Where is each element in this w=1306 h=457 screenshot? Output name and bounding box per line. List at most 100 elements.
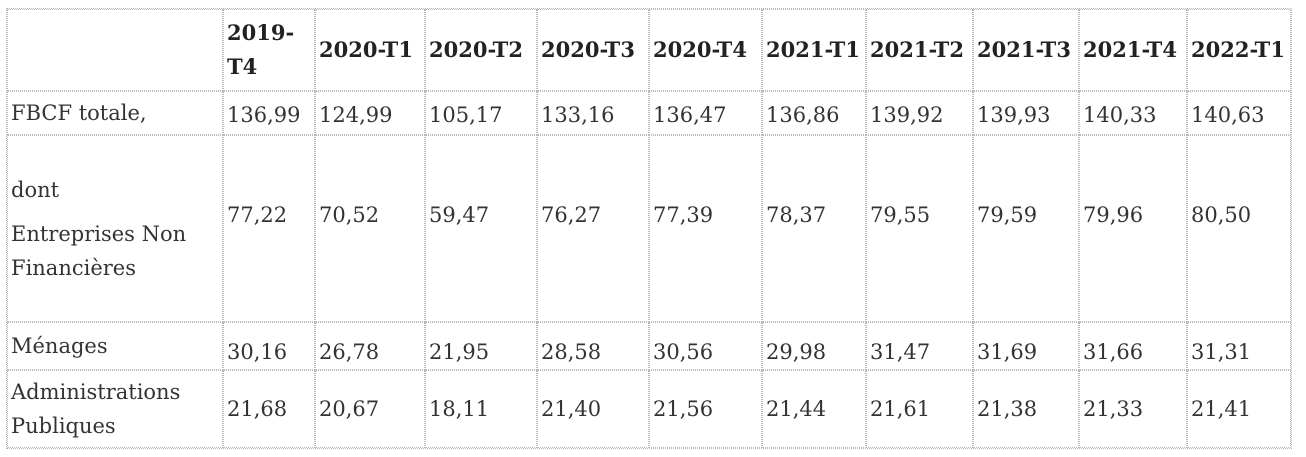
cell-value: 133,16	[541, 103, 615, 127]
row-label-entreprises-non-financieres: dont Entreprises Non Financières	[7, 135, 223, 322]
cell-value: 18,11	[429, 397, 490, 421]
table-cell: 77,39	[649, 135, 762, 322]
table-cell: 70,52	[315, 135, 425, 322]
column-header-2020-t4: 2020-T4	[649, 9, 762, 91]
table-cell: 30,56	[649, 322, 762, 370]
cell-value: 31,31	[1191, 340, 1252, 364]
cell-value: 79,55	[870, 202, 931, 227]
cell-value: 124,99	[319, 103, 393, 127]
table-cell: 59,47	[425, 135, 537, 322]
cell-value: 136,86	[766, 103, 840, 127]
cell-value: 77,22	[227, 202, 288, 227]
cell-value: 21,40	[541, 397, 602, 421]
table-row-administrations-publiques: Administrations Publiques 21,68 20,67 18…	[7, 370, 1291, 448]
table-cell: 105,17	[425, 91, 537, 135]
cell-value: 105,17	[429, 103, 503, 127]
cell-value: 21,61	[870, 397, 931, 421]
cell-value: 140,33	[1083, 103, 1157, 127]
row-label-prefix: dont	[11, 177, 60, 202]
table-cell: 28,58	[537, 322, 649, 370]
table-cell: 21,41	[1187, 370, 1291, 448]
cell-value: 21,56	[653, 397, 714, 421]
cell-value: 29,98	[766, 340, 827, 364]
table-cell: 20,67	[315, 370, 425, 448]
table-cell: 139,92	[866, 91, 973, 135]
table-cell: 77,22	[223, 135, 315, 322]
column-header-2021-t3: 2021-T3	[973, 9, 1079, 91]
cell-value: 140,63	[1191, 103, 1265, 127]
cell-value: 30,56	[653, 340, 714, 364]
table-cell: 76,27	[537, 135, 649, 322]
cell-value: 31,66	[1083, 340, 1144, 364]
column-header-empty	[7, 9, 223, 91]
table-cell: 79,55	[866, 135, 973, 322]
row-label-administrations-publiques: Administrations Publiques	[7, 370, 223, 448]
cell-value: 78,37	[766, 202, 827, 227]
table-cell: 21,38	[973, 370, 1079, 448]
table-cell: 21,61	[866, 370, 973, 448]
column-header-2020-t1: 2020-T1	[315, 9, 425, 91]
table-cell: 21,40	[537, 370, 649, 448]
table-cell: 79,96	[1079, 135, 1187, 322]
column-header-2019-t4: 2019-T4	[223, 9, 315, 91]
table-cell: 139,93	[973, 91, 1079, 135]
table-container: 2019-T4 2020-T1 2020-T2 2020-T3 2020-T4 …	[6, 8, 1292, 449]
cell-value: 26,78	[319, 340, 380, 364]
cell-value: 21,38	[977, 397, 1038, 421]
table-cell: 26,78	[315, 322, 425, 370]
cell-value: 70,52	[319, 202, 380, 227]
cell-value: 59,47	[429, 202, 490, 227]
table-cell: 30,16	[223, 322, 315, 370]
row-label-menages: Ménages	[7, 322, 223, 370]
table-cell: 140,63	[1187, 91, 1291, 135]
table-cell: 124,99	[315, 91, 425, 135]
cell-value: 77,39	[653, 202, 714, 227]
table-cell: 18,11	[425, 370, 537, 448]
cell-value: 79,96	[1083, 202, 1144, 227]
cell-value: 80,50	[1191, 202, 1252, 227]
cell-value: 136,99	[227, 103, 301, 127]
cell-value: 79,59	[977, 202, 1038, 227]
table-cell: 21,95	[425, 322, 537, 370]
table-cell: 80,50	[1187, 135, 1291, 322]
cell-value: 139,93	[977, 103, 1051, 127]
table-row-entreprises-non-financieres: dont Entreprises Non Financières 77,22 7…	[7, 135, 1291, 322]
table-cell: 140,33	[1079, 91, 1187, 135]
table-cell: 31,66	[1079, 322, 1187, 370]
cell-value: 21,41	[1191, 397, 1252, 421]
cell-value: 21,44	[766, 397, 827, 421]
column-header-2021-t2: 2021-T2	[866, 9, 973, 91]
table-cell: 21,44	[762, 370, 866, 448]
table-row-fbcf-totale: FBCF totale, 136,99 124,99 105,17 133,16…	[7, 91, 1291, 135]
fbcf-table: 2019-T4 2020-T1 2020-T2 2020-T3 2020-T4 …	[6, 8, 1292, 449]
table-cell: 79,59	[973, 135, 1079, 322]
cell-value: 21,95	[429, 340, 490, 364]
table-cell: 31,69	[973, 322, 1079, 370]
table-cell: 31,31	[1187, 322, 1291, 370]
table-cell: 21,68	[223, 370, 315, 448]
table-cell: 78,37	[762, 135, 866, 322]
cell-value: 139,92	[870, 103, 944, 127]
table-cell: 133,16	[537, 91, 649, 135]
table-cell: 136,47	[649, 91, 762, 135]
table-cell: 21,56	[649, 370, 762, 448]
table-cell: 31,47	[866, 322, 973, 370]
cell-value: 28,58	[541, 340, 602, 364]
cell-value: 31,47	[870, 340, 931, 364]
table-cell: 21,33	[1079, 370, 1187, 448]
cell-value: 21,68	[227, 397, 288, 421]
column-header-2021-t1: 2021-T1	[762, 9, 866, 91]
cell-value: 30,16	[227, 340, 288, 364]
table-cell: 136,86	[762, 91, 866, 135]
cell-value: 31,69	[977, 340, 1038, 364]
cell-value: 136,47	[653, 103, 727, 127]
cell-value: 76,27	[541, 202, 602, 227]
table-row-menages: Ménages 30,16 26,78 21,95 28,58 30,56 29…	[7, 322, 1291, 370]
column-header-2020-t3: 2020-T3	[537, 9, 649, 91]
row-label-text: Entreprises Non Financières	[11, 221, 187, 280]
column-header-2022-t1: 2022-T1	[1187, 9, 1291, 91]
table-cell: 136,99	[223, 91, 315, 135]
cell-value: 20,67	[319, 397, 380, 421]
row-label-fbcf-totale: FBCF totale,	[7, 91, 223, 135]
column-header-2021-t4: 2021-T4	[1079, 9, 1187, 91]
